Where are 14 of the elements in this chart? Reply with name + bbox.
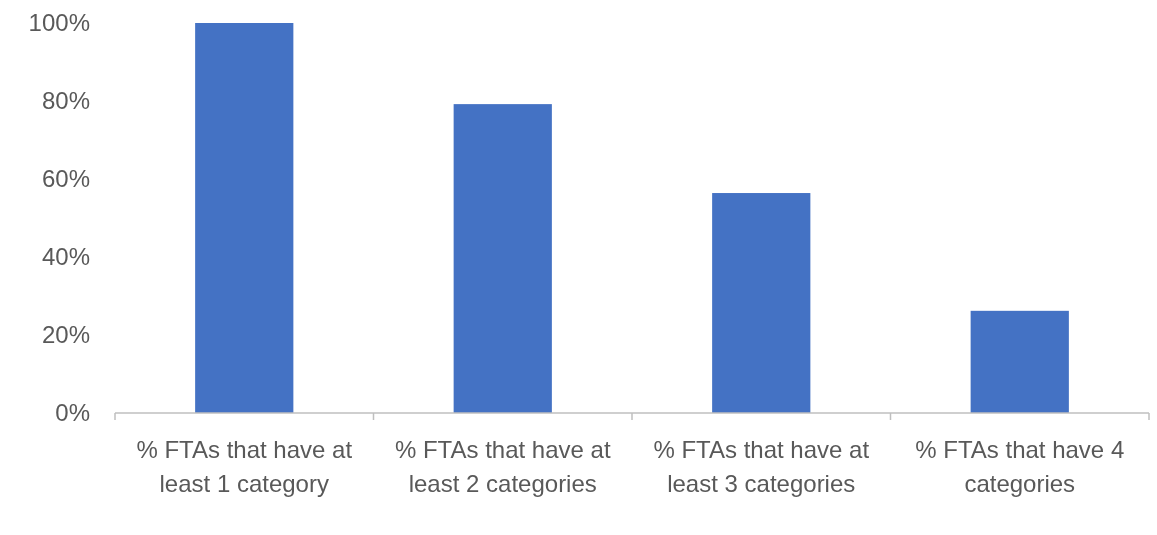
y-tick-label: 20%: [41, 321, 90, 349]
y-tick-label: 100%: [28, 9, 90, 37]
y-tick-label: 80%: [41, 87, 90, 115]
x-tick-label: % FTAs that have at least 3 categories: [653, 436, 870, 497]
x-tick-label: % FTAs that have at least 2 categories: [394, 436, 611, 497]
y-tick-label: 40%: [41, 243, 90, 271]
x-tick-label: % FTAs that have at least 1 category: [136, 436, 353, 497]
bar: [195, 23, 294, 413]
bar: [712, 193, 811, 413]
y-tick-label: 0%: [55, 399, 90, 427]
bar: [453, 104, 552, 413]
x-tick-label: % FTAs that have 4 categories: [915, 436, 1125, 497]
bar: [970, 310, 1069, 413]
y-tick-label: 60%: [41, 165, 90, 193]
